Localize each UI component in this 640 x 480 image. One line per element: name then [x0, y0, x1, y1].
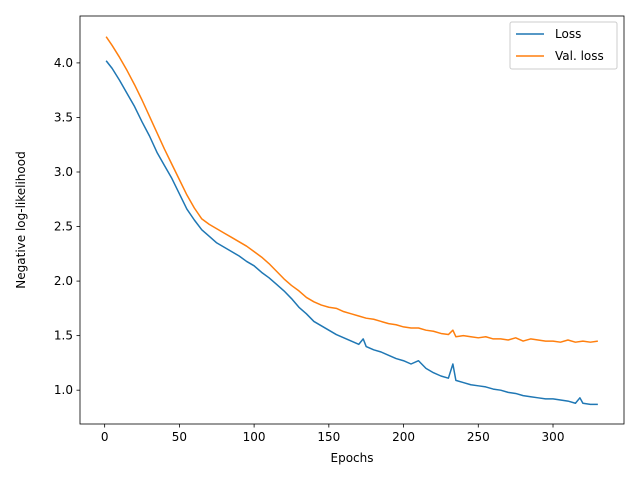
y-tick-label: 1.5 — [54, 329, 73, 343]
x-tick-label: 50 — [172, 430, 187, 444]
x-axis-label: Epochs — [331, 451, 374, 465]
x-tick-label: 150 — [317, 430, 340, 444]
x-tick-label: 300 — [542, 430, 565, 444]
x-axis-ticks: 0 50 100 150 200 250 300 — [101, 424, 565, 444]
legend: Loss Val. loss — [509, 21, 618, 70]
y-tick-label: 4.0 — [54, 56, 73, 70]
y-tick-label: 3.5 — [54, 110, 73, 124]
x-tick-label: 0 — [101, 430, 109, 444]
y-tick-label: 2.0 — [54, 274, 73, 288]
plot-frame — [79, 15, 625, 425]
y-axis-ticks: 1.0 1.5 2.0 2.5 3.0 3.5 4.0 — [54, 56, 80, 397]
series-line-loss — [105, 60, 598, 406]
x-tick-label: 200 — [392, 430, 415, 444]
y-tick-label: 1.0 — [54, 383, 73, 397]
y-axis-label: Negative log-likelihood — [14, 151, 28, 288]
x-tick-label: 250 — [467, 430, 490, 444]
legend-label: Loss — [555, 27, 581, 41]
series-line-val-loss — [105, 36, 598, 343]
x-tick-label: 100 — [243, 430, 266, 444]
legend-label: Val. loss — [555, 49, 604, 63]
plot-lines — [105, 36, 598, 406]
y-tick-label: 3.0 — [54, 165, 73, 179]
y-tick-label: 2.5 — [54, 220, 73, 234]
